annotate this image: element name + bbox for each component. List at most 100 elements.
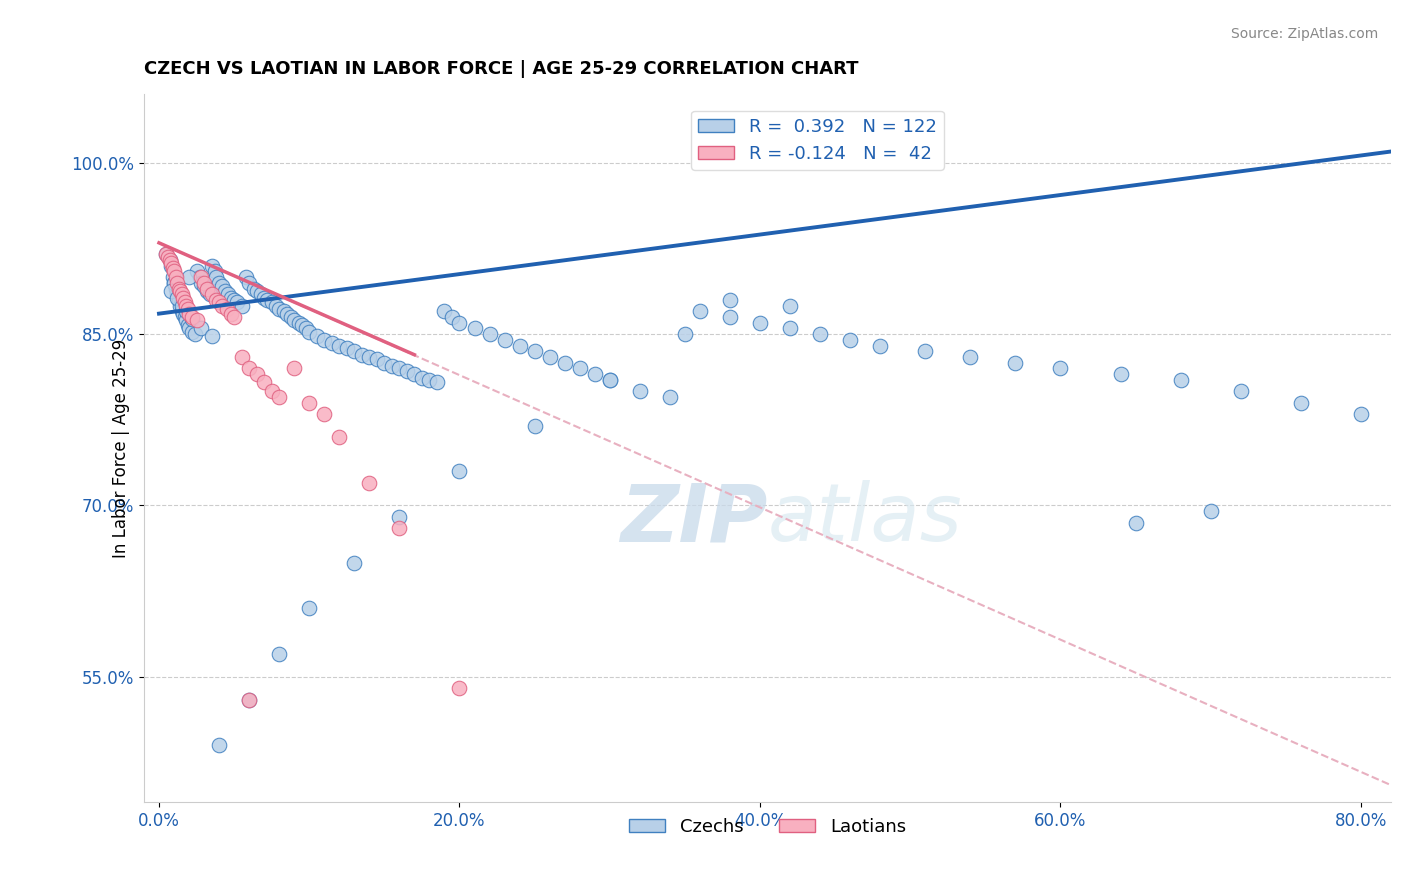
Point <box>689 304 711 318</box>
Point <box>172 307 194 321</box>
Point <box>238 692 260 706</box>
Point <box>198 287 221 301</box>
Point <box>509 338 531 352</box>
Point <box>204 264 226 278</box>
Point <box>195 284 218 298</box>
Point <box>298 395 321 409</box>
Point <box>190 270 212 285</box>
Point <box>224 293 246 307</box>
Text: Source: ZipAtlas.com: Source: ZipAtlas.com <box>1230 27 1378 41</box>
Point <box>395 364 418 378</box>
Point <box>494 333 516 347</box>
Point <box>336 341 359 355</box>
Point <box>388 509 411 524</box>
Point <box>779 299 801 313</box>
Point <box>246 367 269 381</box>
Point <box>599 373 621 387</box>
Point <box>159 252 181 267</box>
Point <box>291 318 314 332</box>
Point <box>373 356 395 370</box>
Point <box>200 329 222 343</box>
Text: atlas: atlas <box>768 480 962 558</box>
Point <box>166 276 188 290</box>
Point <box>166 287 188 301</box>
Point <box>321 336 343 351</box>
Point <box>283 361 305 376</box>
Point <box>305 329 328 343</box>
Point <box>478 327 501 342</box>
Point <box>433 304 456 318</box>
Point <box>200 287 222 301</box>
Point <box>914 344 936 359</box>
Point <box>359 350 381 364</box>
Point <box>186 264 208 278</box>
Point <box>328 338 350 352</box>
Point <box>214 284 236 298</box>
Point <box>314 333 336 347</box>
Point <box>568 361 591 376</box>
Point <box>181 325 204 339</box>
Point <box>359 475 381 490</box>
Point <box>314 407 336 421</box>
Point <box>238 276 260 290</box>
Point <box>170 304 193 318</box>
Point <box>205 270 228 285</box>
Point <box>523 418 546 433</box>
Point <box>749 316 772 330</box>
Point <box>256 293 278 307</box>
Point <box>1199 504 1222 518</box>
Point <box>238 692 260 706</box>
Point <box>177 307 200 321</box>
Point <box>186 313 208 327</box>
Point <box>583 367 606 381</box>
Point <box>1229 384 1251 399</box>
Point <box>1049 361 1071 376</box>
Point <box>388 361 411 376</box>
Point <box>193 276 215 290</box>
Point <box>160 259 183 273</box>
Point <box>1125 516 1147 530</box>
Point <box>170 287 193 301</box>
Point <box>350 348 373 362</box>
Point <box>208 738 231 752</box>
Point <box>177 270 200 285</box>
Y-axis label: In Labor Force | Age 25-29: In Labor Force | Age 25-29 <box>112 339 131 558</box>
Point <box>440 310 463 324</box>
Point <box>219 291 242 305</box>
Point <box>418 373 440 387</box>
Point <box>162 270 184 285</box>
Point <box>163 276 186 290</box>
Point <box>211 299 233 313</box>
Point <box>174 304 197 318</box>
Point <box>165 270 187 285</box>
Point <box>246 284 269 298</box>
Point <box>181 312 204 326</box>
Point <box>166 291 188 305</box>
Point <box>1004 356 1026 370</box>
Point <box>250 287 273 301</box>
Point <box>269 390 291 404</box>
Point <box>160 284 183 298</box>
Point <box>181 310 204 324</box>
Point <box>260 295 283 310</box>
Point <box>253 375 276 389</box>
Point <box>599 373 621 387</box>
Point <box>366 352 388 367</box>
Point <box>170 299 193 313</box>
Point <box>343 556 366 570</box>
Point <box>718 293 741 307</box>
Point <box>404 367 426 381</box>
Point <box>215 301 238 316</box>
Point <box>208 295 231 310</box>
Legend: Czechs, Laotians: Czechs, Laotians <box>621 810 912 843</box>
Point <box>328 430 350 444</box>
Point <box>217 287 239 301</box>
Point <box>155 247 177 261</box>
Point <box>184 327 207 342</box>
Point <box>298 601 321 615</box>
Point <box>463 321 485 335</box>
Point <box>173 310 195 324</box>
Point <box>554 356 576 370</box>
Point <box>176 318 198 332</box>
Point <box>718 310 741 324</box>
